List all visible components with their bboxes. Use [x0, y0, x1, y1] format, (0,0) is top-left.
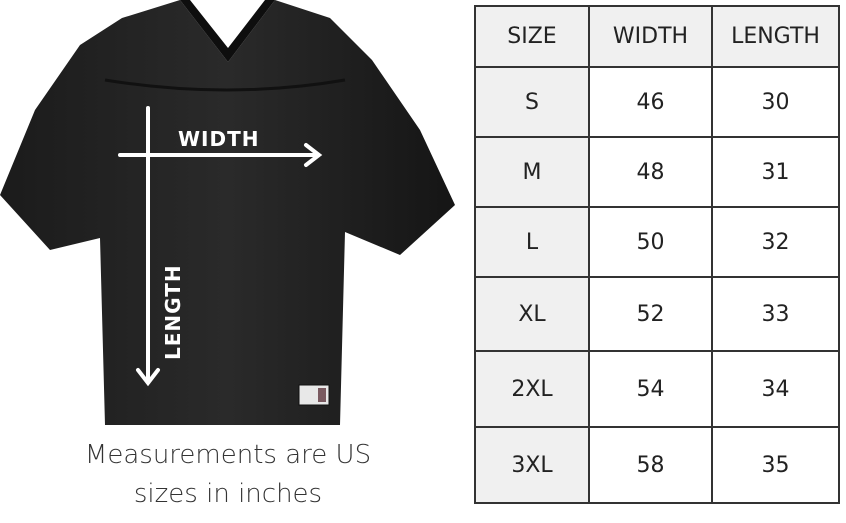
table-row: L 50 32	[474, 206, 840, 278]
table-row: 2XL 54 34	[474, 350, 840, 428]
length-arrow	[136, 106, 160, 387]
width-cell: 52	[588, 276, 713, 352]
width-cell: 58	[588, 426, 713, 504]
header-size: SIZE	[474, 5, 590, 68]
caption-line-2: sizes in inches	[133, 479, 323, 509]
width-arrow	[118, 143, 323, 167]
size-cell: XL	[474, 276, 590, 352]
jersey-illustration: WIDTH LENGTH	[0, 0, 455, 425]
table-header-row: SIZE WIDTH LENGTH	[474, 5, 840, 68]
jersey-body	[0, 0, 455, 425]
width-cell: 48	[588, 136, 713, 208]
length-cell: 31	[711, 136, 840, 208]
size-chart-table: SIZE WIDTH LENGTH S 46 30 M 48 31 L 50 32 XL 52…	[474, 5, 840, 504]
header-length: LENGTH	[711, 5, 840, 68]
size-cell: M	[474, 136, 590, 208]
header-width: WIDTH	[588, 5, 713, 68]
size-cell: 2XL	[474, 350, 590, 428]
length-cell: 33	[711, 276, 840, 352]
length-cell: 32	[711, 206, 840, 278]
width-cell: 50	[588, 206, 713, 278]
table-row: XL 52 33	[474, 276, 840, 352]
table-row: M 48 31	[474, 136, 840, 208]
table-row: S 46 30	[474, 66, 840, 138]
length-label: LENGTH	[161, 264, 185, 360]
caption-line-1: Measurements are US	[84, 440, 372, 470]
width-cell: 54	[588, 350, 713, 428]
jersey-collar	[180, 0, 275, 62]
table-row: 3XL 58 35	[474, 426, 840, 504]
length-cell: 30	[711, 66, 840, 138]
size-cell: L	[474, 206, 590, 278]
length-cell: 34	[711, 350, 840, 428]
width-label: WIDTH	[178, 127, 259, 151]
length-cell: 35	[711, 426, 840, 504]
size-cell: 3XL	[474, 426, 590, 504]
width-cell: 46	[588, 66, 713, 138]
size-cell: S	[474, 66, 590, 138]
